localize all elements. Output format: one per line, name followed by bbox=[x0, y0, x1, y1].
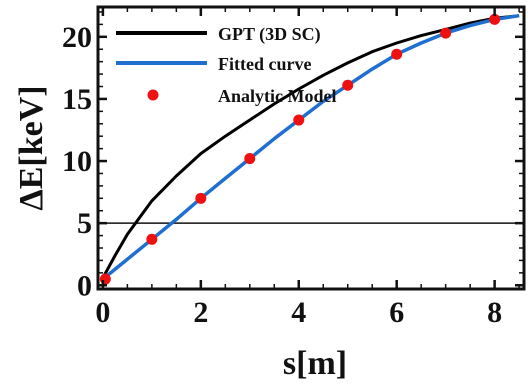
x-tick-label: 6 bbox=[389, 296, 404, 329]
y-tick-label: 0 bbox=[77, 269, 92, 302]
y-tick-label: 15 bbox=[62, 83, 92, 116]
y-tick-label: 20 bbox=[62, 21, 92, 54]
x-axis-title: s[m] bbox=[283, 345, 347, 382]
legend-label-fitted: Fitted curve bbox=[218, 54, 311, 74]
plot-frame bbox=[96, 5, 526, 291]
y-tick-label: 10 bbox=[62, 145, 92, 178]
data-point-analytic-model bbox=[244, 153, 256, 165]
legend-swatch-analytic bbox=[147, 89, 159, 101]
data-point-analytic-model bbox=[489, 13, 501, 25]
data-point-analytic-model bbox=[99, 273, 111, 285]
tick-layer: 0 2 4 6 8 0 5 10 15 20 bbox=[62, 7, 524, 329]
data-point-analytic-model bbox=[195, 192, 207, 204]
legend-label-analytic: Analytic Model bbox=[218, 86, 337, 106]
y-axis-title: ΔE[keV] bbox=[13, 85, 50, 210]
data-point-analytic-model bbox=[440, 27, 452, 39]
x-tick-label: 8 bbox=[487, 296, 502, 329]
x-tick-label: 0 bbox=[95, 296, 110, 329]
x-tick-label: 2 bbox=[193, 296, 208, 329]
data-point-analytic-model bbox=[391, 48, 403, 60]
data-point-analytic-model bbox=[342, 79, 354, 91]
data-point-analytic-model bbox=[293, 114, 305, 126]
y-tick-label: 5 bbox=[77, 207, 92, 240]
series-layer bbox=[99, 13, 520, 285]
x-tick-label: 4 bbox=[291, 296, 306, 329]
legend-label-gpt: GPT (3D SC) bbox=[218, 24, 321, 45]
legend: GPT (3D SC) Fitted curve Analytic Model bbox=[116, 24, 337, 106]
data-point-analytic-model bbox=[146, 233, 158, 245]
